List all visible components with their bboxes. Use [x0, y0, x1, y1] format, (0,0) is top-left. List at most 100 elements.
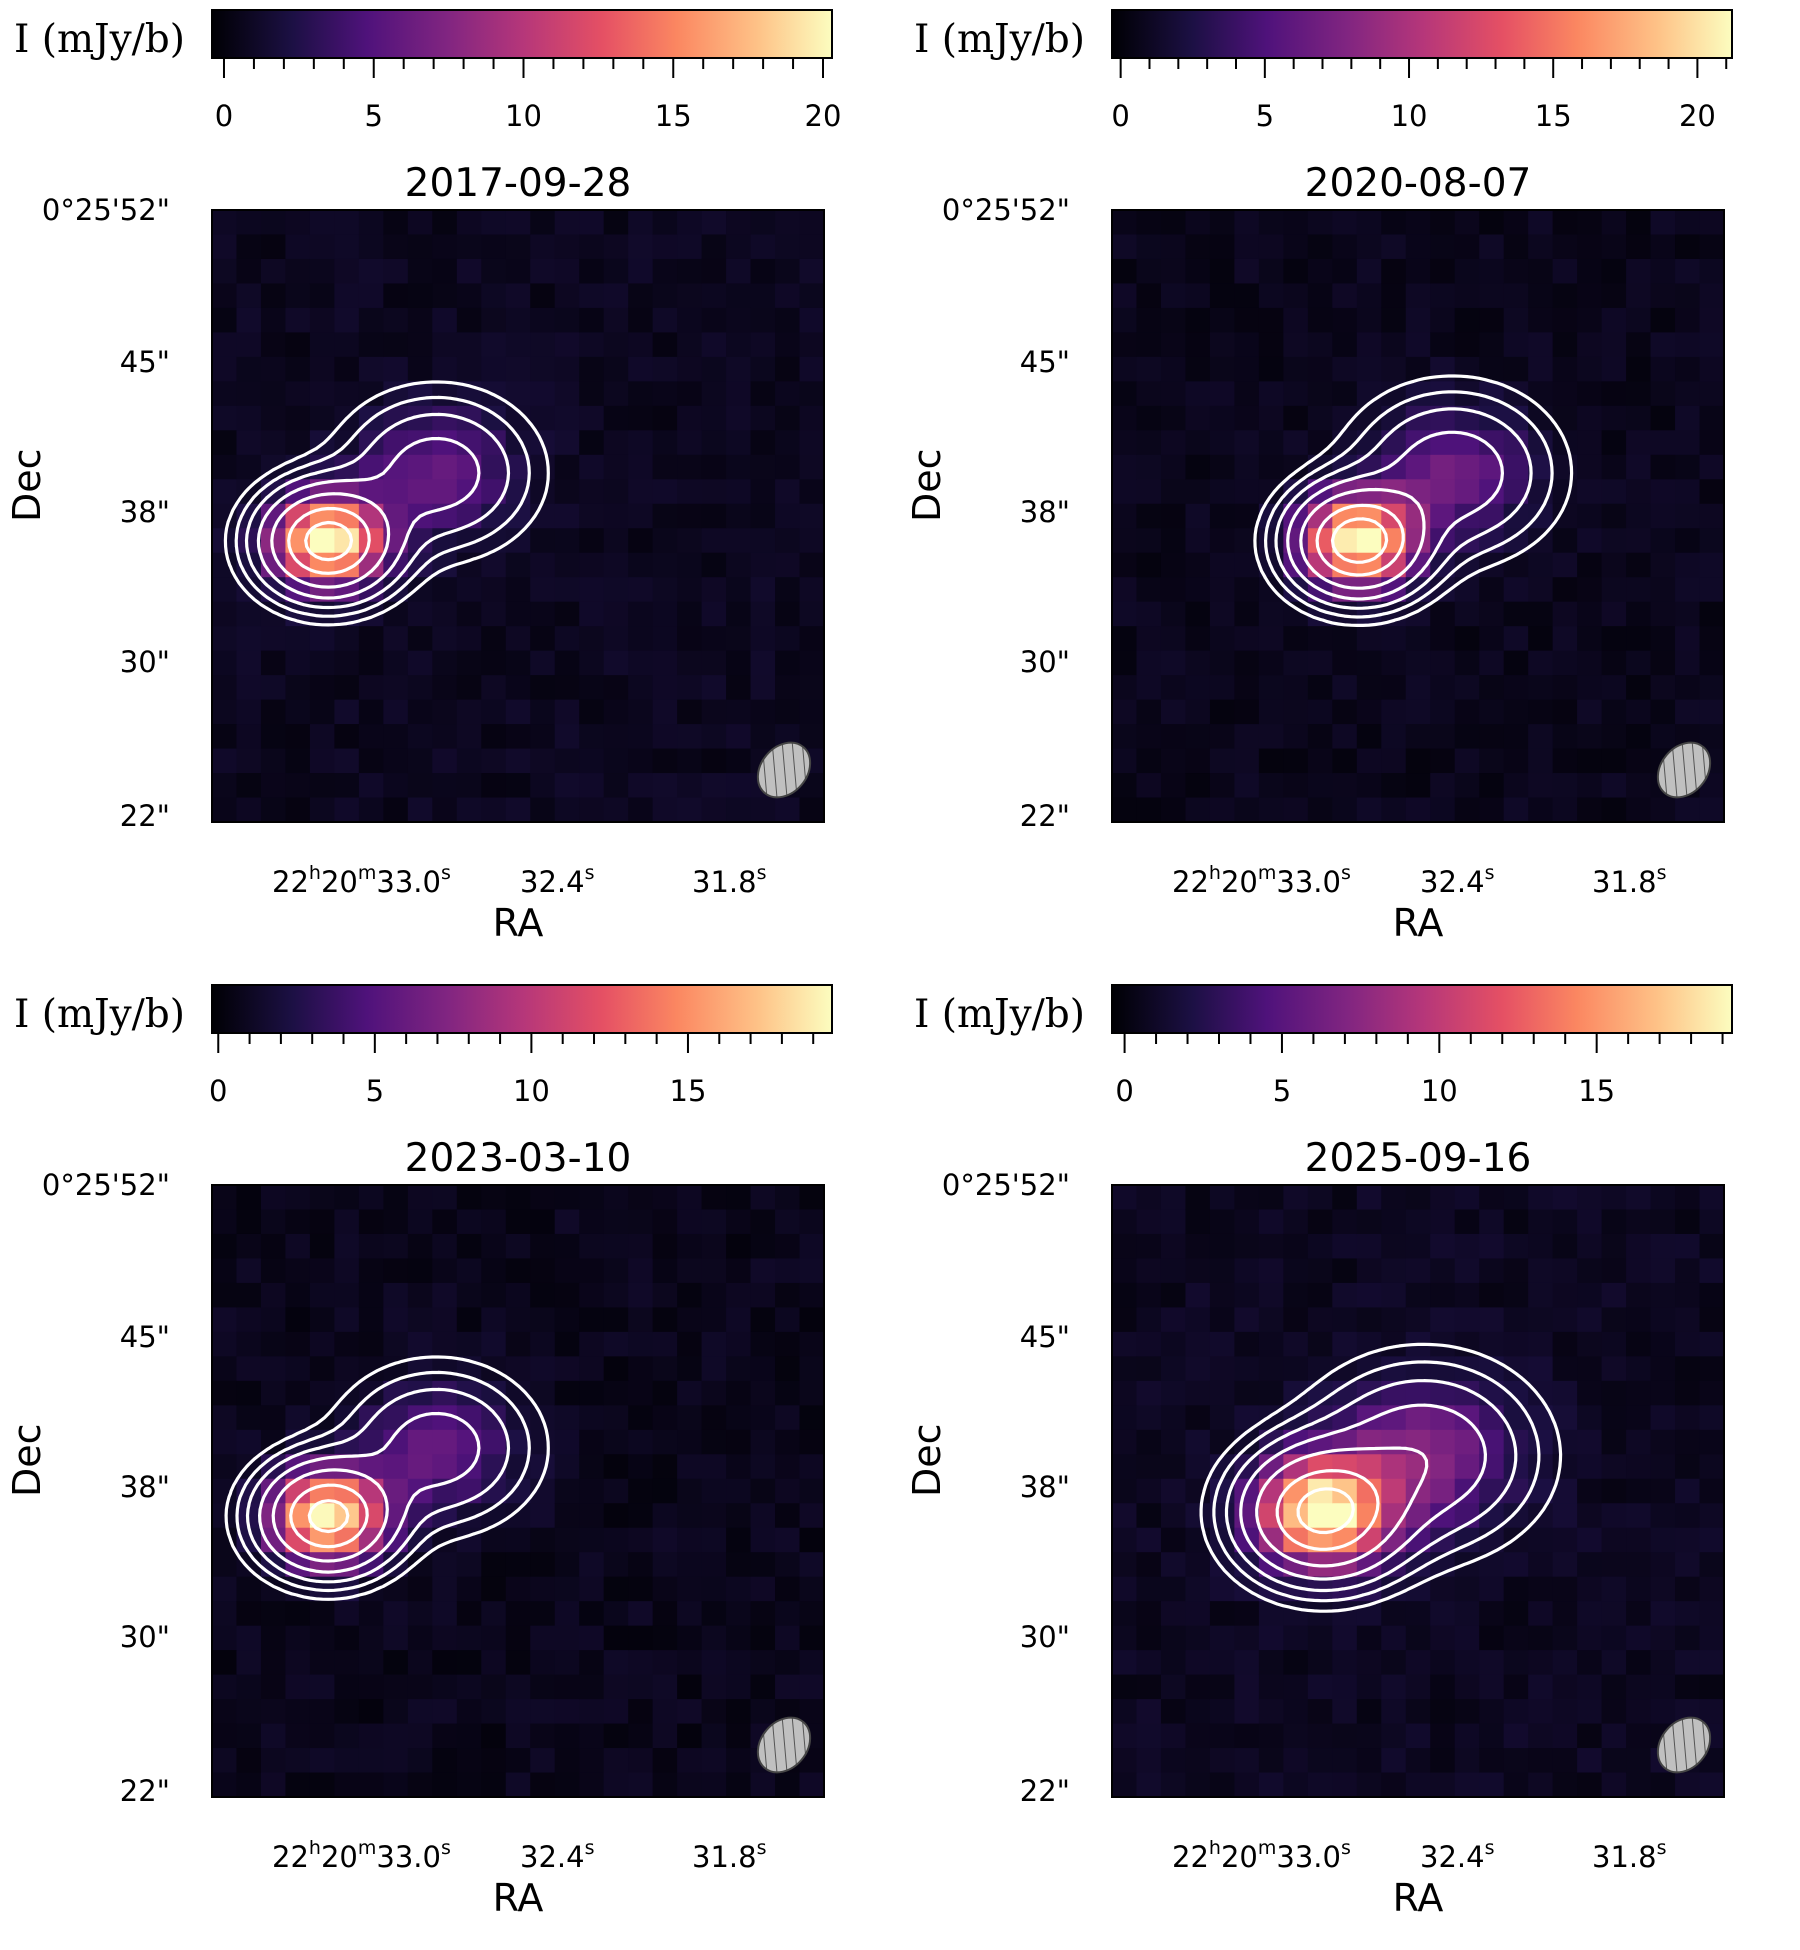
heatmap-cell	[1283, 1772, 1309, 1797]
heatmap-cell	[775, 1478, 801, 1504]
heatmap-cell	[1209, 332, 1235, 358]
heatmap-cell	[1160, 1478, 1187, 1504]
heatmap-cell	[1136, 1405, 1162, 1431]
heatmap-cell	[1626, 1429, 1652, 1455]
heatmap-cell	[1528, 210, 1554, 236]
heatmap-cell	[530, 1307, 556, 1333]
heatmap-cell	[652, 650, 678, 676]
colorbar-tick-label: 5	[365, 1074, 385, 1108]
heatmap-cell	[1503, 577, 1529, 603]
heatmap-cell	[1307, 210, 1333, 236]
heatmap-cell	[1503, 454, 1529, 480]
heatmap-cell	[1552, 1601, 1578, 1627]
heatmap-cell	[1699, 283, 1724, 309]
heatmap-cell	[1283, 405, 1309, 431]
dec-tick-label: 22"	[119, 799, 170, 833]
heatmap-cell	[1601, 1307, 1627, 1333]
heatmap-cell	[505, 1723, 531, 1749]
heatmap-cell	[1577, 748, 1603, 774]
heatmap-cell	[1112, 1209, 1138, 1235]
heatmap-cell	[1650, 1429, 1676, 1455]
heatmap-cell	[285, 283, 311, 309]
heatmap-cell	[1209, 773, 1235, 799]
heatmap-cell	[407, 454, 433, 480]
heatmap-cell	[799, 1405, 824, 1431]
heatmap-cell	[1528, 1650, 1554, 1676]
heatmap-cell	[1209, 1209, 1235, 1235]
heatmap-cell	[530, 210, 556, 236]
heatmap-cell	[726, 1650, 752, 1676]
heatmap-cell	[1430, 724, 1456, 750]
heatmap-cell	[358, 1209, 384, 1235]
heatmap-cell	[579, 1699, 605, 1725]
heatmap-cell	[1307, 405, 1333, 431]
heatmap-cell	[212, 699, 238, 725]
heatmap-cell	[236, 1233, 262, 1260]
heatmap-cell	[1650, 626, 1676, 652]
heatmap-cell	[1675, 1356, 1701, 1382]
heatmap-cell	[1699, 797, 1724, 822]
heatmap-cell	[407, 258, 433, 285]
heatmap-cell	[628, 1258, 654, 1284]
heatmap-cell	[309, 748, 335, 774]
x-axis-label: RA	[1392, 1876, 1444, 1920]
heatmap-cell	[1258, 1356, 1284, 1382]
heatmap-cell	[1552, 1748, 1578, 1774]
heatmap-cell	[456, 724, 482, 750]
heatmap-cell	[1356, 675, 1382, 701]
heatmap-cell	[334, 1454, 360, 1480]
heatmap-cell	[505, 1772, 531, 1797]
contour-level	[1212, 1360, 1541, 1603]
heatmap-cell	[677, 552, 703, 578]
heatmap-cell	[603, 1650, 629, 1676]
heatmap-cell	[1258, 699, 1284, 725]
heatmap-cell	[358, 1503, 384, 1529]
heatmap-cell	[285, 773, 311, 799]
heatmap-cell	[1479, 1601, 1505, 1627]
heatmap-cell	[1699, 552, 1724, 578]
heatmap-cell	[1454, 797, 1480, 822]
heatmap-cell	[1136, 552, 1162, 578]
heatmap-cell	[1675, 1454, 1701, 1480]
heatmap-cell	[1307, 1356, 1333, 1382]
heatmap-cell	[1283, 1331, 1309, 1357]
heatmap-cell	[1136, 381, 1162, 407]
heatmap-cell	[726, 381, 752, 407]
heatmap-cell	[260, 675, 287, 701]
heatmap-cell	[1430, 650, 1456, 676]
heatmap-cell	[1675, 1478, 1701, 1504]
heatmap-cell	[579, 724, 605, 750]
heatmap-cell	[1430, 1674, 1456, 1700]
heatmap-cell	[1307, 1748, 1333, 1774]
heatmap-cell	[1332, 1699, 1358, 1725]
heatmap-cell	[750, 479, 776, 505]
heatmap-cell	[1577, 626, 1603, 652]
heatmap-cell	[652, 1772, 678, 1797]
heatmap-cell	[1552, 1772, 1578, 1797]
heatmap-cell	[1454, 1674, 1480, 1700]
heatmap-cell	[212, 650, 238, 676]
heatmap-cell	[212, 626, 238, 652]
panel-2023-03-10: I (mJy/b) 0 5 10 15 2023-03-10 0°25'52" 45" 38" 3…	[0, 975, 900, 1950]
heatmap-cell	[1234, 1650, 1260, 1676]
heatmap-cell	[236, 1331, 262, 1357]
heatmap-cell	[799, 1429, 824, 1455]
heatmap-cell	[652, 1209, 678, 1235]
heatmap-cell	[432, 1772, 458, 1797]
heatmap-cell	[1675, 1185, 1701, 1211]
heatmap-cell	[628, 479, 654, 505]
heatmap-cell	[530, 1356, 556, 1382]
y-axis-label: Dec	[905, 448, 949, 522]
heatmap-cell	[1185, 773, 1211, 799]
heatmap-cell	[407, 479, 433, 505]
heatmap-cell	[677, 1356, 703, 1382]
heatmap-cell	[1699, 1380, 1724, 1406]
heatmap-cell	[1650, 1650, 1676, 1676]
heatmap-cell	[212, 1650, 238, 1676]
dec-tick-label: 38"	[1019, 495, 1070, 529]
heatmap-cell	[1601, 773, 1627, 799]
heatmap-cell	[1283, 381, 1309, 407]
heatmap-cell	[775, 210, 801, 236]
heatmap-cell	[1112, 1282, 1138, 1308]
colorbar-tick-label: 10	[1390, 99, 1428, 133]
